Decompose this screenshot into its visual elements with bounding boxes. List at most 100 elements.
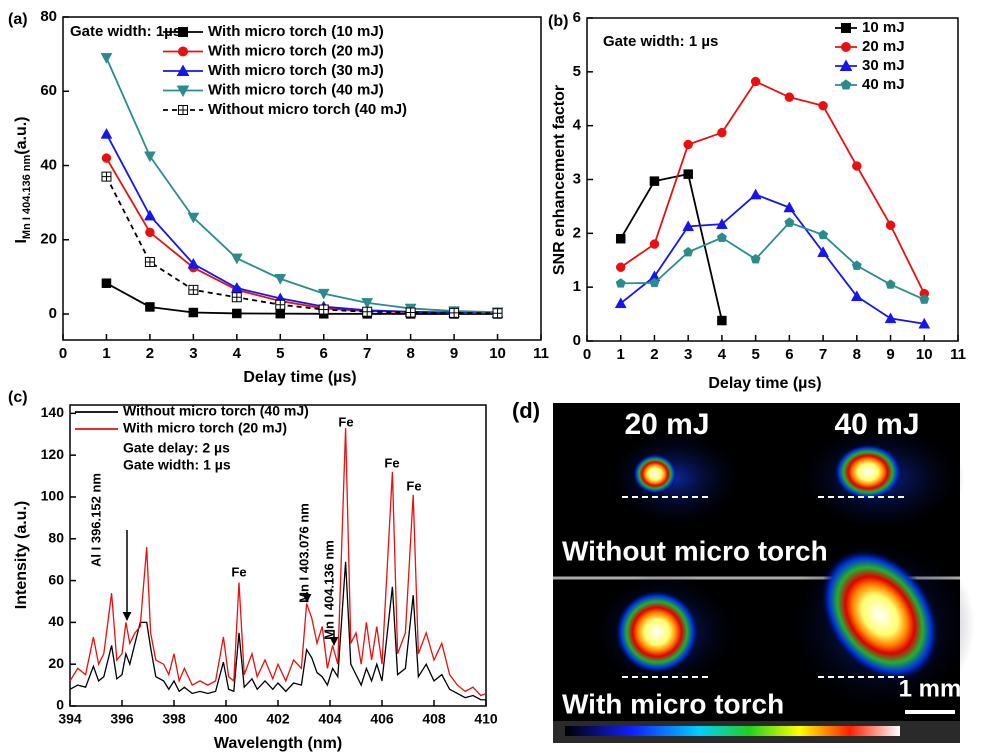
note: Gate delay: 2 µs [123,440,230,456]
data-point [683,139,693,150]
data-point [231,292,242,303]
y-tick-label: 100 [41,488,65,504]
data-point [405,307,416,318]
data-point [101,278,112,288]
series-line [69,427,487,697]
data-point [749,188,762,200]
annotation: Fe [338,414,353,429]
legend-label: Without micro torch (40 mJ) [123,403,309,419]
panel-label: (d) [512,398,540,423]
x-tick-label: 400 [214,711,238,727]
series-line [106,282,498,315]
data-point [187,257,200,269]
x-tick-label: 5 [751,346,759,363]
y-tick-label: 20 [48,655,64,671]
data-point [101,153,112,163]
note: Gate width: 1 µs [603,33,718,50]
x-tick-label: 2 [650,346,658,363]
legend-marker [176,85,190,98]
x-tick-label: 1 [102,345,110,362]
data-point [144,257,155,268]
x-tick-label: 4 [233,345,242,362]
y-tick-label: 2 [573,224,581,241]
data-point [145,227,155,238]
annotation: Mn I 403.076 nm [296,503,311,603]
colorbar [565,726,900,736]
legend-label: With micro torch (10 mJ) [208,23,384,40]
y-tick-label: 60 [48,571,64,587]
x-tick-label: 5 [276,345,284,362]
annotation: Mn I 404.136 nm [321,540,336,640]
row-label: With micro torch [562,688,784,719]
x-tick-label: 9 [450,345,458,362]
data-point [682,220,695,232]
data-point [649,176,660,186]
data-point [884,312,897,324]
y-tick-label: 0 [49,305,57,322]
data-point [852,161,862,171]
x-tick-label: 10 [916,346,933,363]
data-point [145,302,155,312]
y-tick-label: 40 [48,613,64,629]
data-point [750,76,761,87]
y-tick-label: 3 [573,170,581,187]
x-tick-label: 9 [886,346,894,363]
panel-label: (b) [548,13,568,30]
data-point [449,307,460,318]
x-tick-label: 0 [583,346,591,363]
data-point [361,298,374,309]
data-point [818,101,828,111]
data-point [783,201,796,213]
data-point [101,171,112,182]
x-axis-label: Delay time (µs) [708,375,821,392]
y-tick-label: 80 [48,529,64,545]
data-point [275,299,286,310]
data-point [817,246,830,257]
data-point [188,284,199,295]
y-tick-label: 80 [40,8,57,25]
y-tick-label: 0 [56,697,64,713]
data-point [784,217,795,227]
column-label: 40 mJ [834,408,919,441]
x-tick-label: 406 [370,711,394,727]
series-line [105,176,498,315]
data-point [100,127,113,139]
data-point [716,232,727,242]
series-line [105,157,498,315]
data-point [850,290,863,302]
annotation: Fe [384,455,399,470]
data-point [715,218,728,229]
y-label-main: I [13,239,30,243]
plasma-plume [834,444,902,500]
data-point [100,53,113,64]
data-point [750,253,761,264]
y-tick-label: 140 [41,404,65,420]
column-label: 20 mJ [624,408,709,441]
series-line [620,80,926,295]
x-tick-label: 7 [363,345,371,362]
data-point [885,220,896,231]
x-tick-label: 6 [320,345,328,362]
annotation: Fe [231,564,246,579]
x-tick-label: 10 [489,345,506,362]
y-tick-label: 6 [573,9,581,26]
x-tick-label: 402 [266,711,290,727]
legend-marker [178,105,188,115]
data-point [317,288,330,300]
x-tick-label: 0 [59,345,67,362]
legend-label: 20 mJ [862,38,905,55]
legend-label: With micro torch (20 mJ) [208,42,384,59]
legend-label: 40 mJ [862,76,905,93]
y-tick-label: 40 [40,156,57,173]
x-tick-label: 408 [422,711,446,727]
row-label: Without micro torch [562,535,828,566]
y-label-unit: (a.u.) [13,116,30,154]
data-point [362,306,373,317]
data-point [784,92,795,102]
data-point [717,315,727,326]
legend-marker [178,27,188,37]
x-tick-label: 6 [785,346,793,363]
note: Gate width: 1µs [70,23,181,40]
panel-label: (c) [8,389,28,406]
